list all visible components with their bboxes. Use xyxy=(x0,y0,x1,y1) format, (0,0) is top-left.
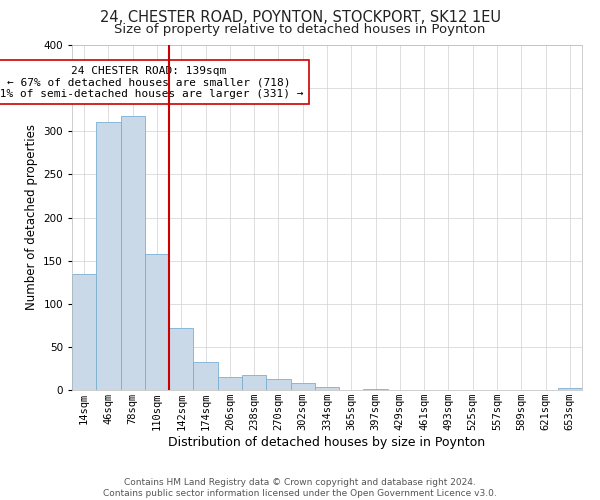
Bar xyxy=(218,377,242,390)
Bar xyxy=(266,379,290,390)
Y-axis label: Number of detached properties: Number of detached properties xyxy=(25,124,38,310)
Bar xyxy=(193,362,218,390)
Bar xyxy=(364,389,388,390)
Text: 24 CHESTER ROAD: 139sqm
← 67% of detached houses are smaller (718)
31% of semi-d: 24 CHESTER ROAD: 139sqm ← 67% of detache… xyxy=(0,66,304,99)
Text: Size of property relative to detached houses in Poynton: Size of property relative to detached ho… xyxy=(115,22,485,36)
Bar xyxy=(169,328,193,390)
Bar xyxy=(72,274,96,390)
Bar xyxy=(315,386,339,390)
Bar xyxy=(121,116,145,390)
Bar xyxy=(290,383,315,390)
Bar xyxy=(96,122,121,390)
Text: Contains HM Land Registry data © Crown copyright and database right 2024.
Contai: Contains HM Land Registry data © Crown c… xyxy=(103,478,497,498)
Bar xyxy=(242,376,266,390)
Bar xyxy=(145,254,169,390)
Text: 24, CHESTER ROAD, POYNTON, STOCKPORT, SK12 1EU: 24, CHESTER ROAD, POYNTON, STOCKPORT, SK… xyxy=(100,10,500,25)
X-axis label: Distribution of detached houses by size in Poynton: Distribution of detached houses by size … xyxy=(169,436,485,449)
Bar xyxy=(558,388,582,390)
